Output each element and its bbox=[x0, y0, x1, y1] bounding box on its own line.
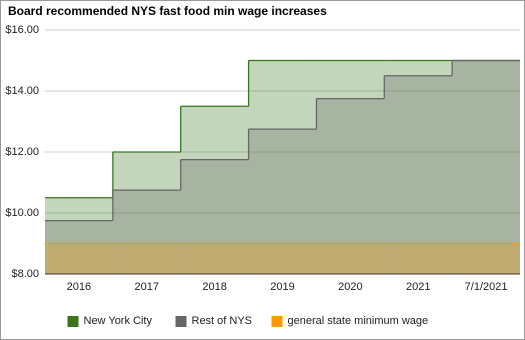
x-tick-label: 2021 bbox=[406, 281, 430, 293]
y-tick-label: $16.00 bbox=[5, 24, 39, 36]
legend-label: New York City bbox=[84, 315, 153, 327]
step-area bbox=[112, 243, 181, 274]
x-tick-label: 7/1/2021 bbox=[465, 281, 508, 293]
legend-label: general state minimum wage bbox=[288, 315, 429, 327]
x-tick-label: 2020 bbox=[338, 281, 362, 293]
step-area bbox=[45, 220, 113, 274]
x-tick-label: 2017 bbox=[135, 281, 159, 293]
step-area bbox=[45, 243, 113, 274]
step-area bbox=[452, 60, 520, 274]
y-tick-label: $14.00 bbox=[5, 85, 39, 97]
step-area bbox=[384, 75, 453, 274]
legend-swatch bbox=[271, 316, 283, 327]
y-tick-label: $10.00 bbox=[5, 207, 39, 219]
step-area bbox=[452, 243, 520, 274]
x-tick-label: 2019 bbox=[270, 281, 294, 293]
step-area bbox=[248, 60, 317, 274]
x-tick-label: 2018 bbox=[202, 281, 226, 293]
legend-swatch bbox=[175, 316, 187, 327]
step-area bbox=[248, 129, 317, 274]
x-tick-label: 2016 bbox=[67, 281, 91, 293]
legend-swatch bbox=[67, 316, 79, 327]
step-area bbox=[384, 60, 453, 274]
legend-label: Rest of NYS bbox=[192, 315, 253, 327]
y-tick-label: $8.00 bbox=[11, 268, 39, 280]
step-area bbox=[452, 60, 520, 274]
step-area bbox=[180, 243, 249, 274]
step-area bbox=[316, 60, 385, 274]
step-area bbox=[384, 243, 453, 274]
step-area bbox=[180, 159, 249, 274]
y-tick-label: $12.00 bbox=[5, 146, 39, 158]
step-area bbox=[316, 243, 385, 274]
step-area bbox=[248, 243, 317, 274]
step-area bbox=[112, 152, 181, 274]
chart-title: Board recommended NYS fast food min wage… bbox=[8, 4, 327, 18]
step-area bbox=[316, 98, 385, 274]
step-area bbox=[180, 106, 249, 274]
step-area bbox=[112, 190, 181, 274]
step-area bbox=[45, 197, 113, 274]
